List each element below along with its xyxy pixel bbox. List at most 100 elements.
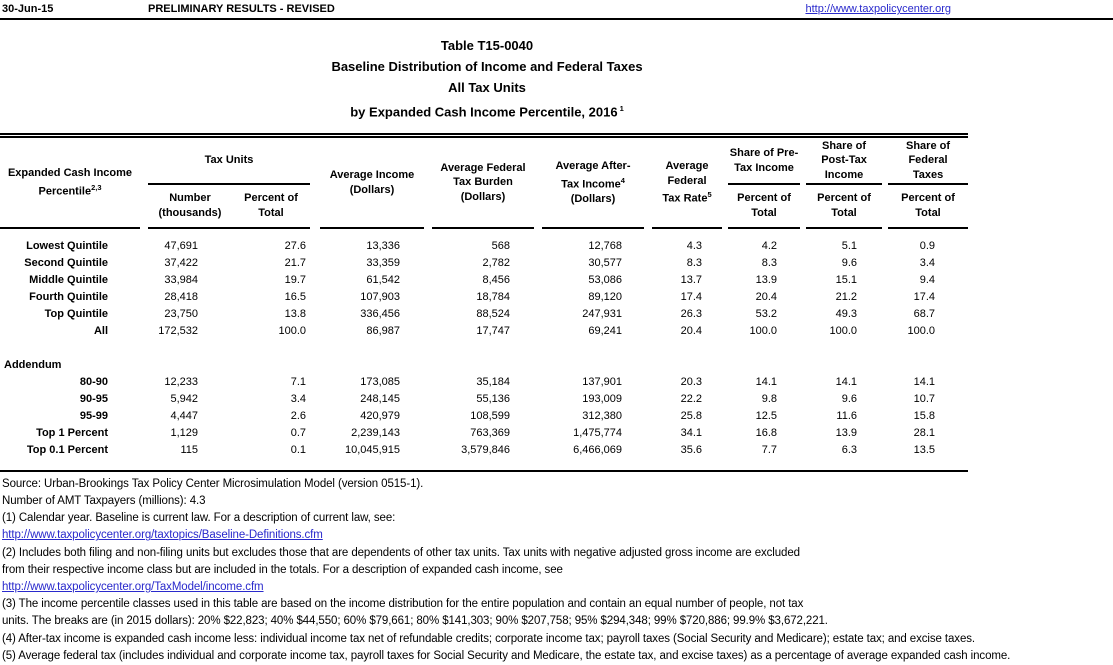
table-subtitle-units: All Tax Units: [448, 80, 526, 95]
cell: 26.3: [680, 308, 703, 321]
cell: 4.3: [686, 240, 703, 253]
spacer-cell: [310, 391, 320, 408]
cell: 17.4: [913, 291, 936, 304]
spacer-cell: [644, 289, 652, 306]
header-share-federal-taxes: Share of Federal Taxes: [888, 135, 969, 185]
cell: 100.0: [278, 325, 307, 338]
table-row: Second Quintile 37,422 21.7 33,359 2,782…: [0, 255, 968, 272]
cell: 21.2: [835, 291, 858, 304]
header-average-income: Average Income (Dollars): [320, 135, 425, 229]
spacer-cell: [310, 408, 320, 425]
cell: 15.1: [835, 274, 858, 287]
spacer-cell: [534, 425, 542, 442]
table-row: Top 1 Percent 1,129 0.7 2,239,143 763,36…: [0, 425, 968, 442]
cell: 12,233: [164, 376, 198, 389]
cell: 0.1: [290, 444, 307, 457]
spacer-cell: [310, 442, 320, 459]
cell: 193,009: [582, 393, 623, 406]
top-bar: 30-Jun-15 PRELIMINARY RESULTS - REVISED …: [0, 0, 1113, 20]
cell: 0.7: [290, 427, 307, 440]
cell: 18,784: [476, 291, 511, 304]
spacer-cell: [140, 391, 148, 408]
cell: 173,085: [360, 376, 401, 389]
cell: 28,418: [164, 291, 198, 304]
cell: 4,447: [170, 410, 198, 423]
cell: 100.0: [907, 325, 936, 338]
row-label: All: [93, 325, 108, 338]
header-average-federal-tax-burden: Average Federal Tax Burden (Dollars): [432, 135, 535, 229]
cell: 30,577: [588, 257, 623, 270]
row-label: Middle Quintile: [29, 274, 108, 287]
spacer-cell: [424, 306, 432, 323]
source-note: Source: Urban-Brookings Tax Policy Cente…: [2, 477, 424, 490]
spacer-cell: [310, 255, 320, 272]
spacer-cell: [310, 323, 320, 340]
spacer-col: [424, 136, 432, 228]
spacer-cell: [310, 374, 320, 391]
title-block: Table T15-0040 Baseline Distribution of …: [0, 35, 974, 122]
cell: 248,145: [360, 393, 401, 406]
row-label: 95-99: [79, 410, 108, 423]
header-tax-units-group: Tax Units: [148, 135, 311, 185]
cell: 100.0: [829, 325, 858, 338]
cell: 6,466,069: [573, 444, 623, 457]
table-subtitle-percentile: by Expanded Cash Income Percentile, 2016…: [350, 104, 624, 120]
cell: 137,901: [582, 376, 623, 389]
footnote-ref-5: 5: [707, 190, 712, 199]
footnote-3-line2: units. The breaks are (in 2015 dollars):…: [2, 615, 828, 628]
spacer-cell: [644, 442, 652, 459]
footnote-5: (5) Average federal tax (includes indivi…: [2, 649, 1011, 662]
cell: 19.7: [284, 274, 307, 287]
header-number-thousands: Number (thousands): [148, 183, 232, 229]
spacer-cell: [140, 425, 148, 442]
header-post-tax-percent-of-total: Percent of Total: [806, 183, 883, 229]
spacer-cell: [424, 238, 432, 255]
taxpolicycenter-home-link[interactable]: http://www.taxpolicycenter.org: [805, 3, 951, 15]
spacer-cell: [424, 442, 432, 459]
spacer-cell: [310, 238, 320, 255]
cell: 17.4: [680, 291, 703, 304]
cell: 763,369: [470, 427, 511, 440]
cell: 10,045,915: [344, 444, 401, 457]
cell: 22.2: [680, 393, 703, 406]
footnotes: Source: Urban-Brookings Tax Policy Cente…: [0, 476, 1113, 665]
spacer-cell: [424, 272, 432, 289]
cell: 1,129: [170, 427, 198, 440]
spacer-cell: [424, 425, 432, 442]
spacer-cell: [644, 306, 652, 323]
cell: 5,942: [170, 393, 198, 406]
cell: 14.1: [755, 376, 778, 389]
cell: 20.4: [755, 291, 778, 304]
spacer-cell: [140, 238, 148, 255]
cell: 6.3: [841, 444, 858, 457]
spacer-cell: [534, 408, 542, 425]
header-share-post-tax-income: Share of Post-Tax Income: [806, 135, 883, 185]
cell: 27.6: [284, 240, 307, 253]
income-definition-link[interactable]: http://www.taxpolicycenter.org/TaxModel/…: [2, 581, 264, 594]
cell: 13.5: [913, 444, 936, 457]
spacer-cell: [424, 391, 432, 408]
spacer-cell: [140, 306, 148, 323]
cell: 2.6: [290, 410, 307, 423]
cell: 69,241: [588, 325, 623, 338]
table-row: 90-95 5,942 3.4 248,145 55,136 193,009 2…: [0, 391, 968, 408]
cell: 20.3: [680, 376, 703, 389]
spacer-cell: [644, 391, 652, 408]
cell: 23,750: [164, 308, 198, 321]
spacer-cell: [140, 255, 148, 272]
spacer-cell: [534, 289, 542, 306]
baseline-definitions-link[interactable]: http://www.taxpolicycenter.org/taxtopics…: [2, 529, 323, 542]
cell: 9.6: [841, 393, 858, 406]
header-average-after-tax-income: Average After- Tax Income4 (Dollars): [542, 135, 645, 229]
cell: 107,903: [360, 291, 401, 304]
cell: 15.8: [913, 410, 936, 423]
spacer-cell: [140, 408, 148, 425]
header-pre-tax-percent-of-total: Percent of Total: [728, 183, 801, 229]
row-label: Fourth Quintile: [29, 291, 108, 304]
cell: 8.3: [761, 257, 778, 270]
footnote-ref-2-3: 2,3: [91, 182, 102, 192]
cell: 35.6: [680, 444, 703, 457]
footnote-4: (4) After-tax income is expanded cash in…: [2, 632, 975, 645]
cell: 49.3: [835, 308, 858, 321]
